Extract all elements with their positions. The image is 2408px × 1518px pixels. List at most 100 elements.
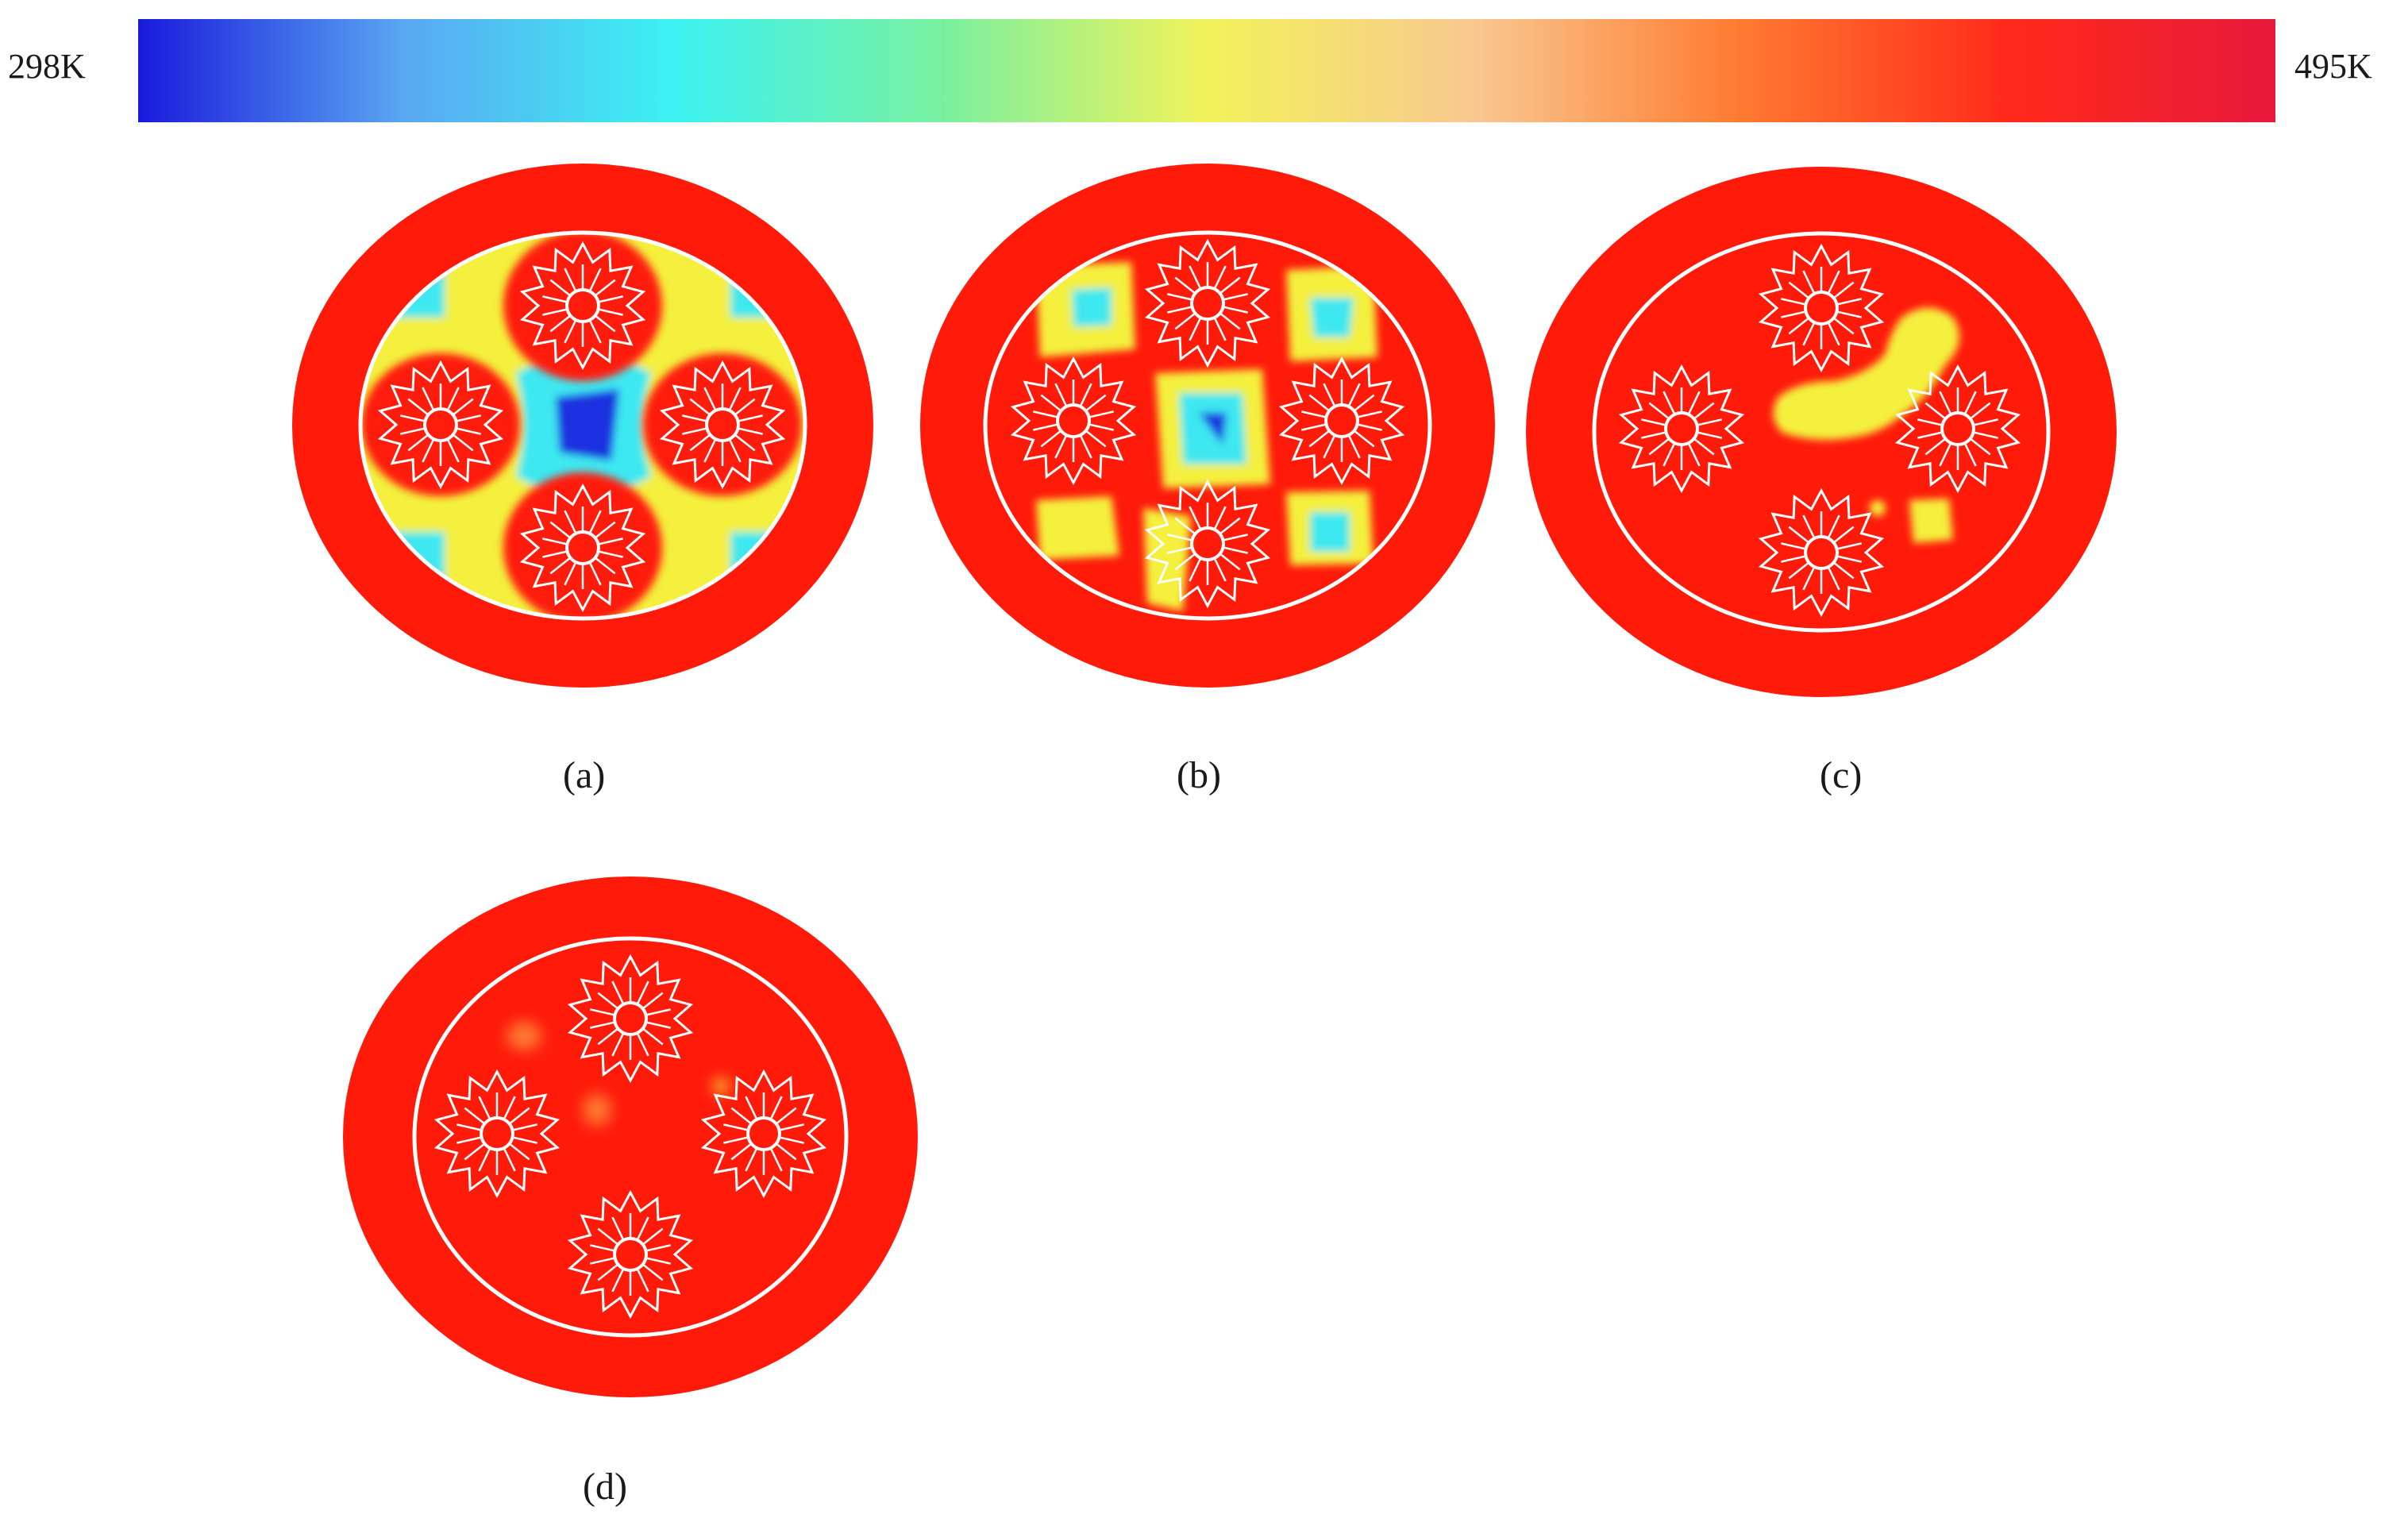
impeller-spoke	[1827, 322, 1840, 346]
impeller-spoke	[1832, 281, 1855, 299]
impeller-spoke	[512, 1123, 537, 1131]
panel-b-impellers	[1010, 238, 1405, 609]
impeller-spoke	[1085, 430, 1107, 448]
panel-b-thermal-map	[920, 164, 1495, 688]
panel-a-ring	[358, 230, 807, 621]
panel-b-ring	[983, 230, 1432, 621]
impeller-spoke	[1963, 391, 1977, 415]
impeller-hub	[613, 1001, 648, 1036]
impeller-spoke	[590, 1244, 615, 1252]
impeller-spoke	[1301, 423, 1327, 431]
impeller-spoke	[1788, 317, 1810, 335]
impeller-spoke	[1219, 553, 1241, 571]
panel-a-thermal-map	[292, 164, 873, 688]
impeller-outline	[1010, 356, 1137, 486]
impeller-outline	[377, 360, 504, 490]
impeller-spoke	[1033, 423, 1058, 431]
impeller-left	[1010, 356, 1137, 486]
impeller-spoke	[1693, 402, 1715, 420]
panel-c: (c)	[1526, 167, 2117, 796]
impeller-spoke	[1781, 310, 1806, 318]
impeller-spoke	[1697, 431, 1722, 439]
impeller-spoke	[1054, 434, 1068, 459]
impeller-spoke	[1040, 394, 1062, 412]
impeller-outline	[1618, 364, 1745, 494]
impeller-spoke	[1924, 437, 1947, 456]
impeller-spoke	[478, 1147, 491, 1172]
impeller-spoke	[564, 510, 577, 534]
impeller-hub	[613, 1237, 648, 1272]
impeller-spoke	[1924, 402, 1947, 420]
impeller-right	[1278, 356, 1405, 486]
impeller-spoke	[542, 295, 568, 303]
impeller-spoke	[1357, 410, 1382, 418]
impeller-spoke	[1353, 430, 1375, 448]
impeller-outline	[519, 241, 646, 371]
panel-a-label: (a)	[563, 754, 605, 796]
impeller-spoke	[1836, 542, 1862, 550]
impeller-spoke	[1223, 534, 1248, 541]
impeller-spoke	[738, 414, 763, 422]
impeller-spoke	[597, 1027, 619, 1046]
impeller-spoke	[590, 1257, 615, 1265]
impeller-spoke	[422, 387, 435, 411]
impeller-spoke	[682, 414, 707, 422]
impeller-spoke	[549, 521, 572, 539]
impeller-spoke	[1357, 423, 1382, 431]
impeller-spoke	[636, 981, 649, 1005]
impeller-bottom	[567, 1189, 694, 1320]
impeller-hub	[1190, 286, 1225, 321]
impeller-bottom	[1758, 487, 1885, 618]
impeller-spoke	[407, 398, 430, 416]
impeller-spoke	[1189, 557, 1202, 582]
impeller-spoke	[645, 1021, 671, 1029]
impeller-outline	[659, 360, 786, 490]
impeller-spoke	[564, 319, 577, 344]
impeller-spoke	[1223, 546, 1248, 554]
impeller-hub	[705, 407, 740, 442]
impeller-spoke	[1963, 442, 1977, 467]
impeller-spoke	[508, 1142, 530, 1161]
impeller-spoke	[588, 510, 602, 534]
panel-d-ring	[412, 936, 849, 1338]
impeller-spoke	[464, 1107, 486, 1125]
impeller-spoke	[1832, 561, 1855, 580]
impeller-spoke	[1697, 418, 1722, 426]
impeller-spoke	[645, 1008, 671, 1016]
impeller-top	[519, 241, 646, 371]
impeller-spoke	[597, 992, 619, 1010]
impeller-spoke	[641, 1027, 664, 1046]
impeller-spoke	[588, 319, 602, 344]
impeller-spoke	[682, 427, 707, 435]
impeller-top	[1144, 238, 1271, 368]
impeller-spoke	[1040, 430, 1062, 448]
impeller-outline	[1144, 479, 1271, 609]
impeller-spoke	[641, 992, 664, 1010]
impeller-right	[1894, 364, 2021, 494]
impeller-spoke	[1219, 276, 1241, 295]
impeller-spoke	[1648, 437, 1670, 456]
impeller-hub	[423, 407, 458, 442]
impeller-spoke	[452, 398, 474, 416]
impeller-outline	[567, 954, 694, 1084]
impeller-spoke	[590, 1021, 615, 1029]
impeller-spoke	[1085, 394, 1107, 412]
impeller-spoke	[730, 1142, 753, 1161]
impeller-spoke	[636, 1268, 649, 1293]
impeller-spoke	[779, 1136, 804, 1144]
impeller-spoke	[1308, 394, 1331, 412]
impeller-spoke	[542, 550, 568, 558]
impeller-spoke	[594, 314, 616, 333]
impeller-spoke	[598, 295, 623, 303]
impeller-hub	[1804, 291, 1839, 326]
impeller-hub	[565, 530, 600, 565]
impeller-spoke	[542, 308, 568, 316]
impeller-outline	[519, 483, 646, 613]
impeller-spoke	[1693, 437, 1715, 456]
impeller-spoke	[1827, 566, 1840, 591]
impeller-left	[377, 360, 504, 490]
panel-b-label: (b)	[1177, 754, 1221, 796]
impeller-outline	[1758, 487, 1885, 618]
impeller-spoke	[1781, 542, 1806, 550]
